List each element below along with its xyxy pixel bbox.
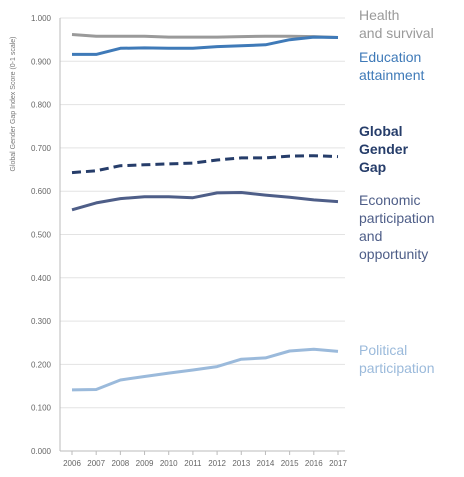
- y-tick-label: 0.100: [31, 404, 52, 413]
- series-line-education: [72, 35, 339, 56]
- y-tick-label: 0.300: [31, 317, 52, 326]
- series-label-political: Political: [359, 342, 407, 358]
- x-tick-label: 2015: [281, 459, 299, 468]
- axes: [59, 18, 345, 455]
- y-tick-label: 0.900: [31, 57, 52, 66]
- series-line-economic: [71, 191, 339, 212]
- gridlines: [60, 17, 345, 409]
- y-tick-label: 0.400: [31, 274, 52, 283]
- y-tick-label: 0.200: [31, 360, 52, 369]
- series-label-education: Education: [359, 49, 421, 65]
- x-tick-label: 2014: [257, 459, 275, 468]
- series-label-global: Gap: [359, 159, 386, 175]
- y-tick-label: 1.000: [31, 14, 52, 23]
- series-label-health: and survival: [359, 25, 434, 41]
- x-tick-label: 2007: [87, 459, 105, 468]
- series-line-political: [71, 347, 339, 392]
- series-label-economic: opportunity: [359, 246, 428, 262]
- series-label-economic: Economic: [359, 192, 420, 208]
- x-tick-label: 2016: [305, 459, 323, 468]
- y-tick-label: 0.800: [31, 101, 52, 110]
- x-tick-label: 2013: [232, 459, 250, 468]
- series-label-political: participation: [359, 360, 435, 376]
- series-label-economic: participation: [359, 210, 435, 226]
- x-tick-labels: 2006 2007 2008 2009 2010 2011 2012 2013 2014 2015…: [63, 459, 347, 468]
- series-line-health: [71, 33, 339, 39]
- x-tick-label: 2011: [184, 459, 202, 468]
- x-tick-label: 2010: [160, 459, 178, 468]
- y-tick-label: 0.700: [31, 144, 52, 153]
- series-label-economic: and: [359, 228, 382, 244]
- y-tick-label: 0.500: [31, 231, 52, 240]
- x-tick-label: 2017: [329, 459, 347, 468]
- x-tick-label: 2006: [63, 459, 81, 468]
- x-tick-label: 2009: [136, 459, 154, 468]
- series-lines: [71, 33, 339, 392]
- x-tick-label: 2012: [208, 459, 226, 468]
- y-tick-labels: 0.000 0.100 0.200 0.300 0.400 0.500 0.600 0.700…: [31, 14, 52, 456]
- y-tick-label: 0.600: [31, 187, 52, 196]
- y-tick-label: 0.000: [31, 447, 52, 456]
- series-label-global: Gender: [359, 141, 409, 157]
- series-line-global: [71, 154, 339, 175]
- series-label-global: Global: [359, 123, 403, 139]
- series-labels: Health and survival Education attainment Glo…: [359, 7, 435, 376]
- series-label-education: attainment: [359, 67, 424, 83]
- x-tick-label: 2008: [111, 459, 129, 468]
- series-label-health: Health: [359, 7, 399, 23]
- y-axis-label: Global Gender Gap Index Score (0-1 scale…: [10, 36, 17, 171]
